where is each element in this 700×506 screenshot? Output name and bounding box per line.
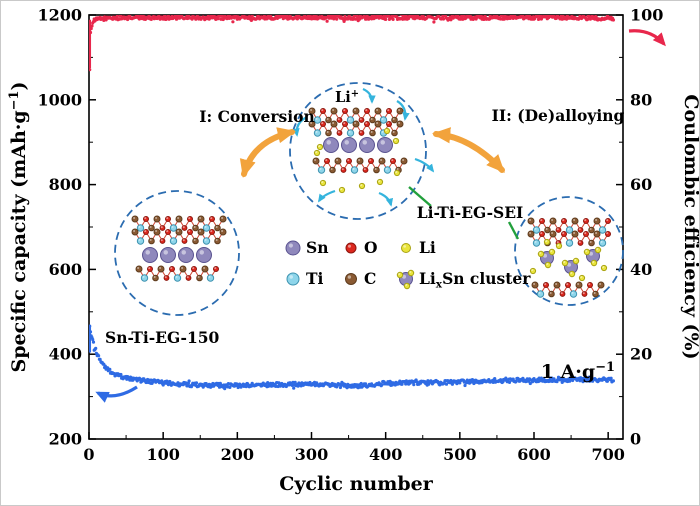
- axes: 0 100 200 300 400 500 600 700200400600800100012…: [37, 6, 663, 465]
- x-tick-label: 100: [146, 445, 179, 464]
- y-right-tick-label: 80: [630, 90, 652, 109]
- y-left-tick-label: 1000: [37, 90, 82, 109]
- annotation-arrows: [95, 29, 666, 403]
- x-tick-label: 400: [369, 445, 402, 464]
- overlay-graphics: Sn O Li Ti C LixSn cluster: [95, 29, 666, 403]
- legend-label: Ti: [306, 269, 324, 288]
- sei-connector-line: [408, 186, 432, 207]
- x-axis-title: Cyclic number: [279, 473, 433, 495]
- legend-label: C: [364, 269, 376, 288]
- data-series: [89, 15, 616, 391]
- current-density-label: 1 A·g−1: [541, 360, 615, 383]
- sample-label: Sn-Ti-EG-150: [105, 328, 220, 347]
- legend-label: Sn: [306, 238, 328, 257]
- legend-label: Li: [419, 238, 436, 257]
- y-axis-title-left: Specific capacity (mAh·g−1): [7, 82, 30, 373]
- x-tick-label: 300: [295, 445, 328, 464]
- y-left-tick-label: 800: [49, 175, 82, 194]
- y-left-tick-label: 400: [49, 345, 82, 364]
- process-arrow-icon: [239, 127, 296, 178]
- y-right-tick-label: 60: [630, 175, 652, 194]
- chart-labels: Cyclic number Specific capacity (mAh·g−1…: [7, 82, 700, 495]
- x-tick-label: 200: [221, 445, 254, 464]
- x-tick-label: 600: [517, 445, 550, 464]
- series-specific-capacity: [89, 324, 616, 391]
- y-right-tick-label: 20: [630, 345, 652, 364]
- y-right-tick-label: 0: [630, 430, 641, 449]
- inset-lithiation-structure: [289, 82, 435, 220]
- li-ion-label: Li+: [335, 89, 359, 107]
- sei-connector-line: [507, 221, 520, 240]
- x-tick-label: 700: [591, 445, 624, 464]
- efficiency-axis-arrow-icon: [628, 29, 666, 47]
- y-left-tick-label: 200: [49, 430, 82, 449]
- y-axis-title-right: Coulombic efficiency (%): [680, 94, 700, 359]
- process-1-label: I: Conversion: [199, 107, 315, 126]
- process-arrow-icon: [431, 127, 505, 173]
- inset-pristine-structure: [114, 190, 240, 316]
- y-left-tick-label: 600: [49, 260, 82, 279]
- series-coulombic-efficiency: [89, 15, 616, 72]
- li-flux-arrow-icon: [362, 87, 376, 104]
- x-tick-label: 0: [83, 445, 94, 464]
- process-2-label: II: (De)alloying: [492, 106, 625, 125]
- y-right-tick-label: 100: [630, 6, 663, 25]
- li-flux-arrow-icon: [317, 189, 336, 203]
- y-right-tick-label: 40: [630, 260, 652, 279]
- li-flux-arrow-icon: [414, 157, 435, 173]
- legend-label: O: [364, 238, 378, 257]
- legend-label: LixSn cluster: [419, 269, 531, 290]
- inset-dealloying-structure: [514, 196, 624, 306]
- sei-label: Li-Ti-EG-SEI: [417, 203, 524, 222]
- capacity-axis-arrow-icon: [95, 385, 138, 403]
- x-tick-label: 500: [443, 445, 476, 464]
- li-flux-arrow-icon: [378, 191, 394, 207]
- y-left-tick-label: 1200: [37, 6, 82, 25]
- li-flux-arrow-icon: [292, 116, 308, 137]
- li-flux-arrow-icon: [396, 100, 410, 121]
- legend: Sn O Li Ti C LixSn cluster: [285, 238, 531, 290]
